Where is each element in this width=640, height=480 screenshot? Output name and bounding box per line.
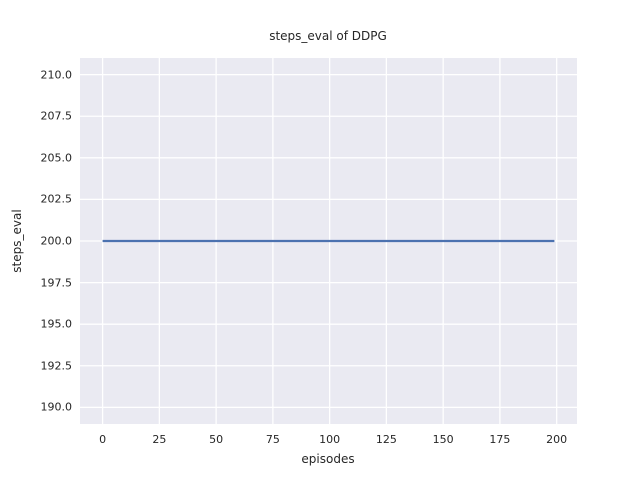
x-tick-label: 0 [99, 433, 107, 446]
y-tick-label: 202.5 [40, 192, 73, 206]
y-axis-label: steps_eval [10, 209, 24, 273]
y-tick-label: 205.0 [40, 151, 73, 165]
x-tick-label: 200 [546, 433, 568, 446]
x-tick-label: 150 [432, 433, 454, 446]
x-tick-label: 75 [265, 433, 280, 446]
y-tick-label: 190.0 [40, 400, 73, 414]
y-tick-label: 192.5 [40, 359, 73, 373]
y-tick-label: 210.0 [40, 68, 73, 82]
x-axis-label: episodes [301, 452, 355, 466]
x-tick-label: 100 [319, 433, 341, 446]
y-tick-label: 200.0 [40, 234, 73, 248]
y-tick-label: 207.5 [40, 109, 73, 123]
x-tick-label: 50 [209, 433, 224, 446]
plot-area [80, 58, 577, 424]
x-tick-label: 125 [375, 433, 397, 446]
plot-canvas [80, 58, 577, 424]
y-tick-label: 195.0 [40, 317, 73, 331]
x-tick-label: 175 [489, 433, 511, 446]
x-tick-label: 25 [152, 433, 167, 446]
y-tick-label: 197.5 [40, 276, 73, 290]
chart-title: steps_eval of DDPG [269, 29, 387, 43]
